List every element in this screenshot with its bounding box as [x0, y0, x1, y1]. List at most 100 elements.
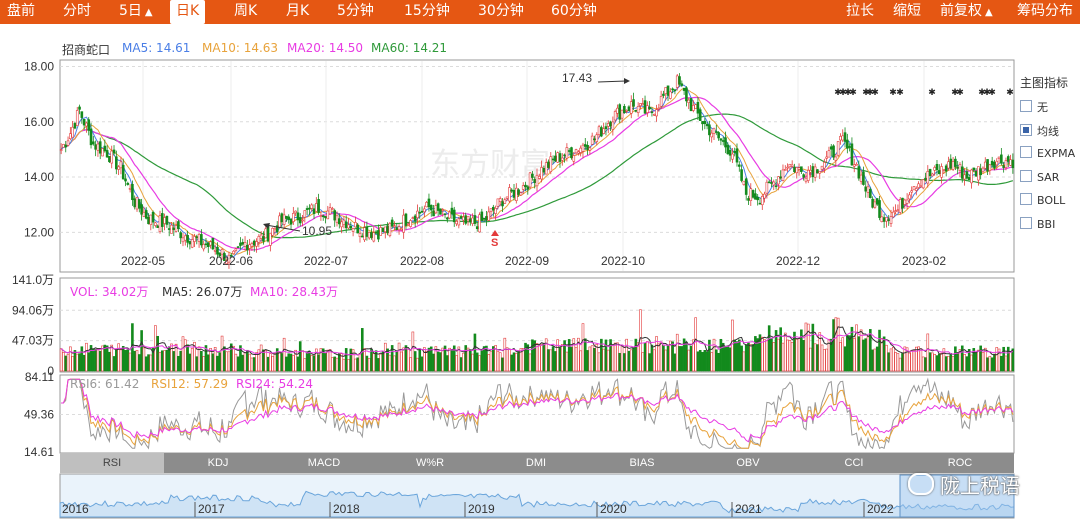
volume-bar	[710, 352, 714, 372]
star-icon[interactable]: ✱	[956, 88, 964, 98]
volume-bar	[220, 335, 224, 372]
star-icon[interactable]: ✱	[983, 88, 991, 98]
toolbar-right-item[interactable]: 缩短	[893, 0, 921, 24]
volume-bar	[308, 350, 311, 372]
star-icon[interactable]: ✱	[951, 88, 959, 98]
star-icon[interactable]: ✱	[849, 88, 857, 98]
candlestick	[485, 216, 488, 221]
volume-bar	[400, 351, 403, 372]
volume-bar	[947, 355, 950, 372]
star-icon[interactable]: ✱	[928, 88, 936, 98]
overview-selection[interactable]	[899, 474, 1015, 518]
main-indicator-option[interactable]: EXPMA	[1020, 146, 1075, 160]
candlestick	[1009, 159, 1012, 166]
volume-bar	[705, 351, 709, 372]
star-icon[interactable]: ✱	[1006, 88, 1014, 98]
candlestick	[321, 215, 325, 218]
star-icon[interactable]: ✱	[834, 88, 842, 98]
candlestick	[586, 144, 589, 150]
toolbar-item[interactable]: 月K	[286, 0, 309, 24]
candlestick	[404, 213, 408, 226]
star-icon[interactable]: ✱	[978, 88, 986, 98]
indicator-tab[interactable]: DMI	[525, 457, 547, 469]
main-indicator-option[interactable]: BOLL	[1020, 193, 1065, 207]
volume-bar	[85, 342, 88, 372]
candlestick	[657, 107, 661, 110]
star-icon[interactable]: ✱	[988, 88, 996, 98]
candlestick	[790, 164, 794, 167]
indicator-tab[interactable]: BIAS	[629, 457, 655, 469]
toolbar-item[interactable]: 5分钟	[337, 0, 374, 24]
candlestick	[269, 233, 272, 246]
candlestick	[533, 178, 537, 184]
toolbar-item-label: 15分钟	[404, 3, 450, 19]
star-icon[interactable]: ✱	[844, 88, 852, 98]
volume-bar	[1004, 355, 1008, 372]
indicator-tab[interactable]: CCI	[844, 457, 864, 469]
candlestick	[262, 236, 265, 242]
toolbar-item[interactable]: 5日 ▲	[119, 0, 153, 24]
option-checkbox[interactable]	[1020, 123, 1032, 136]
candlestick	[689, 98, 693, 112]
candlestick	[333, 210, 337, 221]
main-indicator-option[interactable]: SAR	[1020, 169, 1059, 184]
volume-tick: 141.0万	[12, 273, 54, 287]
indicator-tab[interactable]: RSI	[60, 453, 164, 473]
volume-bar	[326, 349, 330, 372]
volume-bar	[528, 353, 532, 372]
candlestick	[471, 217, 474, 224]
toolbar-item[interactable]: 30分钟	[478, 0, 524, 24]
toolbar-item[interactable]: 周K	[234, 0, 257, 24]
indicator-tab[interactable]: MACD	[307, 457, 341, 469]
option-checkbox[interactable]	[1020, 193, 1032, 206]
event-markers[interactable]: ✱✱✱✱ ✱✱✱ ✱ ✱ ✱ ✱✱ ✱✱✱ ✱	[834, 88, 1014, 98]
volume-bar	[521, 348, 525, 372]
volume-bar	[763, 339, 766, 372]
signal-marker[interactable]: S	[491, 237, 498, 249]
volume-bar	[71, 356, 74, 372]
volume-bar	[846, 335, 849, 372]
indicator-tab[interactable]: KDJ	[207, 457, 229, 469]
toolbar-item[interactable]: 盘前	[7, 0, 35, 24]
toolbar-right-item[interactable]: 筹码分布	[1017, 0, 1073, 24]
candlestick	[641, 103, 645, 106]
candlestick	[570, 147, 573, 159]
candlestick	[737, 164, 741, 167]
option-checkbox[interactable]	[1020, 146, 1032, 159]
toolbar-item[interactable]: 分时	[63, 0, 91, 24]
toolbar-right-item[interactable]: 前复权 ▲	[940, 0, 993, 24]
candlestick	[908, 194, 911, 200]
indicator-tab[interactable]: ROC	[947, 457, 973, 469]
candlestick	[956, 166, 959, 169]
candlestick	[915, 188, 918, 191]
star-icon[interactable]: ✱	[862, 88, 870, 98]
star-icon[interactable]: ✱	[889, 88, 897, 98]
volume-bar	[1009, 351, 1012, 372]
toolbar-item[interactable]: 15分钟	[404, 0, 450, 24]
option-checkbox[interactable]	[1020, 169, 1032, 182]
candlestick	[763, 193, 766, 199]
indicator-tab[interactable]: W%R	[415, 457, 445, 469]
toolbar-item[interactable]: 60分钟	[551, 0, 597, 24]
rsi-lines	[61, 377, 1014, 450]
candlestick	[172, 227, 176, 230]
indicator-tab[interactable]: OBV	[736, 457, 760, 469]
candlestick	[602, 128, 605, 134]
star-icon[interactable]: ✱	[866, 88, 874, 98]
volume-bar	[218, 352, 222, 372]
star-icon[interactable]: ✱	[839, 88, 847, 98]
option-checkbox[interactable]	[1020, 217, 1032, 229]
star-icon[interactable]: ✱	[896, 88, 904, 98]
rsi-tick: 49.36	[24, 408, 54, 422]
option-checkbox[interactable]	[1020, 100, 1032, 112]
volume-bar	[69, 346, 72, 372]
candlestick	[935, 163, 939, 171]
main-indicator-option[interactable]: 无	[1020, 99, 1048, 115]
volume-bar	[471, 353, 474, 372]
main-indicator-option[interactable]: 均线	[1020, 123, 1059, 139]
star-icon[interactable]: ✱	[871, 88, 879, 98]
toolbar-right-item[interactable]: 拉长	[846, 0, 874, 24]
main-indicator-option[interactable]: BBI	[1020, 217, 1055, 231]
candlestick	[551, 158, 555, 161]
toolbar-item[interactable]: 日K	[170, 0, 206, 24]
